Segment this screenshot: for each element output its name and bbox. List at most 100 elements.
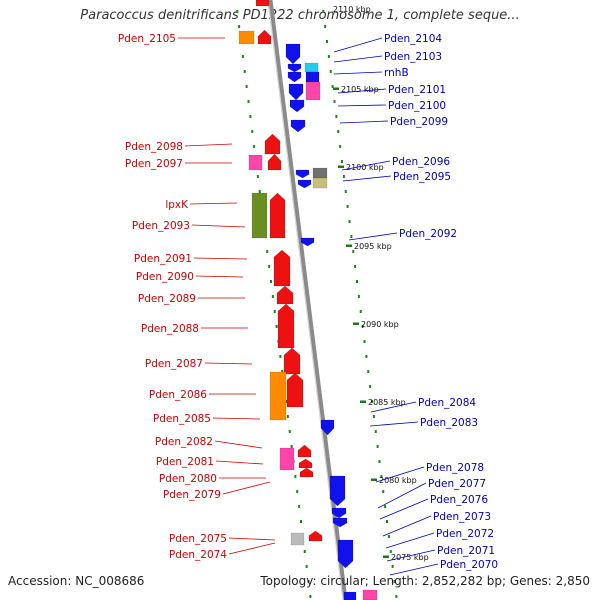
label-leader-left xyxy=(228,537,276,541)
gene-label-right: Pden_2072 xyxy=(436,528,494,540)
track-dot xyxy=(329,70,332,73)
label-leader-right xyxy=(369,421,419,427)
gene-arrow xyxy=(299,467,314,478)
track-dot xyxy=(380,475,383,478)
gene-label-left: Pden_2074 xyxy=(169,549,227,561)
label-leader-left xyxy=(215,460,264,465)
gene-box xyxy=(312,167,328,179)
track-dot xyxy=(393,580,396,583)
track-dot xyxy=(238,25,241,28)
gene-box xyxy=(290,532,305,546)
gene-arrow xyxy=(287,71,302,83)
track-dot xyxy=(324,25,327,28)
gene-arrow xyxy=(273,249,291,287)
gene-box xyxy=(238,30,255,45)
label-leader-right xyxy=(379,498,429,520)
label-leader-left xyxy=(191,224,246,228)
gene-label-right: Pden_2104 xyxy=(384,33,442,45)
track-dot xyxy=(374,430,377,433)
gene-labels: Pden_2105 Pden_2098 Pden_2097 lpxK Pden_2093… xyxy=(118,33,498,576)
gene-box xyxy=(304,62,319,73)
label-leader-right xyxy=(342,175,392,182)
track-dot xyxy=(348,220,351,223)
track-dot xyxy=(333,100,336,103)
label-leader-right xyxy=(370,401,417,413)
gene-box xyxy=(251,192,268,239)
gene-box xyxy=(305,81,321,101)
gene-label-right: Pden_2076 xyxy=(430,494,488,506)
track-dot xyxy=(241,55,244,58)
track-dot xyxy=(322,10,325,13)
label-leader-right xyxy=(341,160,391,171)
track-dot xyxy=(258,190,261,193)
track-dot xyxy=(378,460,381,463)
track-dot xyxy=(341,160,343,163)
gene-label-left: Pden_2079 xyxy=(163,489,221,501)
gene-label-left: Pden_2082 xyxy=(155,436,213,448)
track-dot xyxy=(303,550,306,553)
scale-tick xyxy=(353,322,359,325)
scale-tick xyxy=(383,555,389,558)
track-dot xyxy=(245,85,248,88)
genome-summary: Topology: circular; Length: 2,852,282 bp… xyxy=(260,574,590,588)
label-leader-right xyxy=(389,563,439,576)
gene-arrow xyxy=(297,444,312,458)
track-dot xyxy=(273,310,276,313)
track-dot xyxy=(286,415,289,418)
track-dot xyxy=(357,295,360,298)
label-leader-right xyxy=(333,37,383,53)
scale-tick xyxy=(371,478,377,481)
gene-label-left: Pden_2105 xyxy=(118,33,176,45)
gene-arrow xyxy=(298,458,313,469)
track-dot xyxy=(305,565,308,568)
gene-arrow xyxy=(285,43,301,65)
gene-label-right: Pden_2077 xyxy=(428,478,486,490)
gene-label-right: Pden_2083 xyxy=(420,417,478,429)
track-dot xyxy=(359,310,362,313)
label-leader-left xyxy=(189,202,238,205)
gene-arrow xyxy=(264,133,281,155)
scale-tick xyxy=(338,165,344,168)
gene-arrow xyxy=(283,347,301,375)
gene-label-left: Pden_2091 xyxy=(134,253,192,265)
track-dot xyxy=(350,235,353,238)
gene-label-right: Pden_2078 xyxy=(426,462,484,474)
track-dot xyxy=(266,250,269,253)
scale-label: 2095 kbp xyxy=(354,242,392,251)
gene-label-left: Pden_2090 xyxy=(136,271,194,283)
gene-label-right: Pden_2092 xyxy=(399,228,457,240)
track-dot xyxy=(251,130,254,133)
gene-label-right: Pden_2071 xyxy=(437,545,495,557)
label-leader-left xyxy=(212,417,261,420)
gene-arrow xyxy=(337,539,354,569)
gene-arrow xyxy=(267,153,282,171)
track-dot xyxy=(395,595,398,598)
track-dot xyxy=(346,205,349,208)
gene-label-left: Pden_2097 xyxy=(125,158,183,170)
label-leader-left xyxy=(222,481,271,495)
label-leader-right xyxy=(385,532,435,549)
gene-arrow xyxy=(269,192,286,239)
gene-label-right: Pden_2095 xyxy=(393,171,451,183)
gene-label-left: Pden_2093 xyxy=(132,220,190,232)
label-leader-right xyxy=(348,232,398,241)
track-dot xyxy=(344,190,347,193)
top-scale-fragment: 2110 kbp xyxy=(333,5,371,14)
track-dot xyxy=(335,115,338,118)
scale-tick xyxy=(333,87,339,90)
gene-label-left: lpxK xyxy=(165,199,189,211)
gene-box xyxy=(279,447,295,471)
label-leader-right xyxy=(333,71,383,75)
gene-box xyxy=(255,0,270,7)
track-dot xyxy=(271,295,274,298)
track-dot xyxy=(339,145,342,148)
backbone-highlight xyxy=(267,0,344,600)
track-dot xyxy=(270,280,272,283)
gene-label-left: Pden_2085 xyxy=(153,413,211,425)
gene-arrow xyxy=(308,530,323,542)
gene-label-left: Pden_2087 xyxy=(145,358,203,370)
track-dot xyxy=(294,475,297,478)
gene-label-right: rnhB xyxy=(384,67,409,79)
track-dot xyxy=(309,595,312,598)
gene-label-left: Pden_2088 xyxy=(141,323,199,335)
